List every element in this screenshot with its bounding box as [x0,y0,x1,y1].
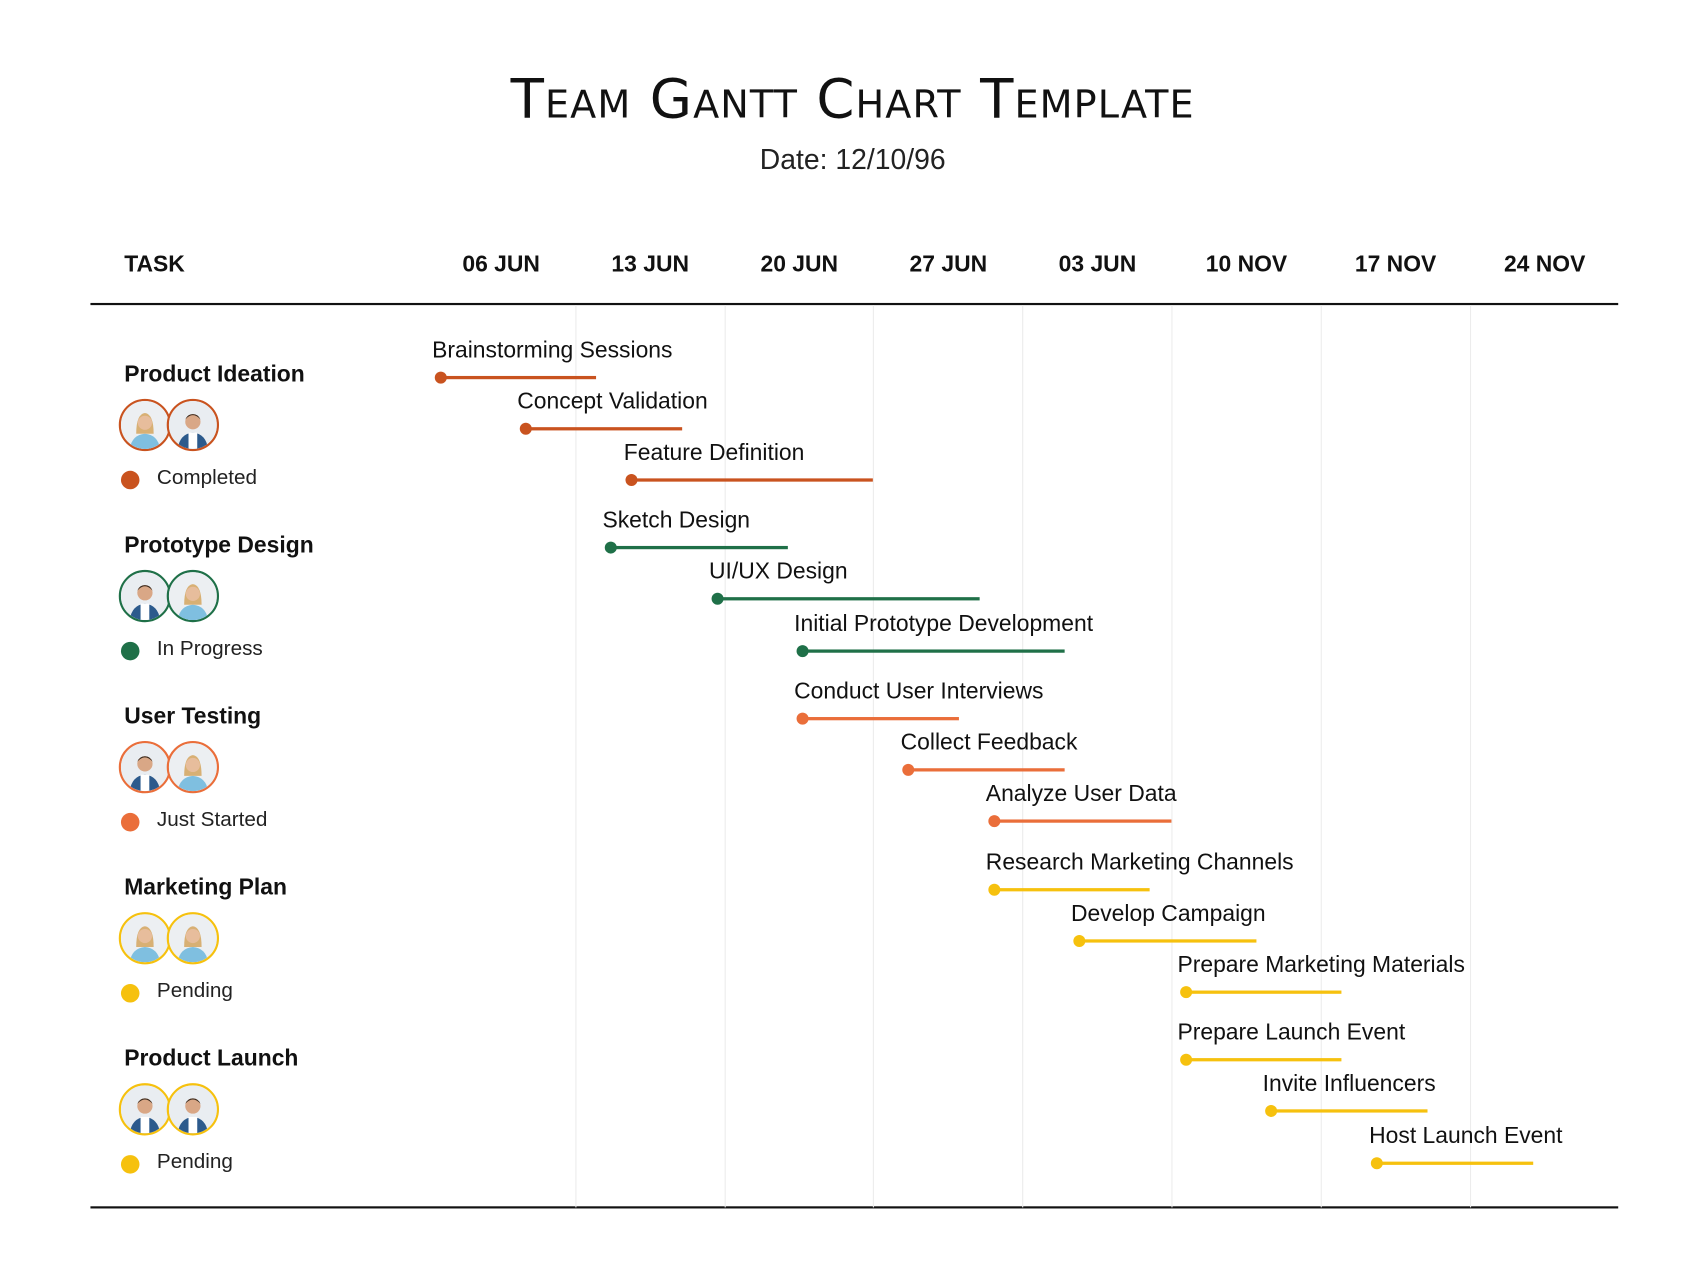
task-bar [610,545,789,550]
task-label: Prepare Marketing Materials [1177,952,1465,978]
man-avatar-icon [166,1083,220,1136]
task-label: Feature Definition [623,440,805,466]
task-bar [993,888,1151,892]
header-divider [90,302,1619,306]
woman-avatar-icon [166,912,220,965]
task-label: Concept Validation [517,389,708,415]
task-start-dot [987,883,1000,896]
man-avatar-icon [118,740,172,794]
task-start-dot [796,712,809,725]
status-dot-icon [120,983,140,1003]
status-dot-icon [120,641,140,661]
task-label: Brainstorming Sessions [432,337,673,363]
task-start-dot [1073,934,1086,947]
task-bar [1270,1109,1427,1113]
task-bar [801,717,959,721]
task-start-dot [796,645,809,658]
man-avatar-icon [118,1083,172,1136]
task-label: Initial Prototype Development [794,611,1094,637]
gridline [1171,305,1173,1208]
task-start-dot [902,763,915,776]
page-title: Team Gantt Chart Template [510,67,1195,131]
status-label: Pending [156,1150,233,1174]
column-header: 03 JUN [1058,251,1137,277]
column-header: 10 NOV [1205,251,1288,277]
gridline [1022,305,1024,1208]
task-bar [1185,1058,1342,1062]
task-bar [1376,1161,1534,1165]
column-header: 27 JUN [909,251,988,277]
task-bar [993,819,1172,823]
task-column-header: TASK [124,251,185,277]
woman-avatar-icon [166,740,220,794]
task-bar [524,427,682,431]
status-label: Just Started [156,808,268,832]
task-label: Invite Influencers [1262,1071,1436,1097]
task-start-dot [711,592,724,605]
woman-avatar-icon [166,569,220,623]
task-bar [908,768,1065,772]
gridline [1469,305,1471,1208]
task-bar [1185,990,1342,994]
column-header: 13 JUN [611,251,689,277]
group-name: Prototype Design [124,532,314,558]
woman-avatar-icon [118,398,172,452]
task-label: Research Marketing Channels [985,849,1294,876]
man-avatar-icon [118,569,172,623]
task-label: UI/UX Design [708,559,848,585]
status-label: Pending [156,979,233,1003]
gridline [873,305,875,1208]
status-label: Completed [156,466,258,490]
date-label: Date: 12/10/96 [759,142,946,176]
task-start-dot [604,541,617,554]
task-bar [1078,939,1257,943]
group-name: User Testing [124,703,262,730]
status-label: In Progress [156,637,263,661]
task-label: Develop Campaign [1070,901,1266,927]
task-label: Conduct User Interviews [794,678,1044,704]
column-header: 24 NOV [1503,251,1586,277]
status-dot-icon [120,1155,140,1174]
task-bar [716,597,980,601]
task-label: Host Launch Event [1369,1123,1563,1149]
task-start-dot [1371,1157,1384,1170]
status-dot-icon [120,812,140,832]
task-start-dot [1179,986,1192,999]
task-bar [631,478,874,482]
task-bar [439,375,597,380]
column-header: 06 JUN [462,251,540,277]
task-start-dot [519,422,532,435]
woman-avatar-icon [118,912,172,965]
group-name: Product Ideation [124,361,305,387]
group-name: Marketing Plan [124,875,287,901]
task-start-dot [1264,1104,1277,1117]
footer-divider [90,1206,1619,1209]
task-bar [801,649,1065,653]
task-start-dot [434,371,447,384]
task-label: Analyze User Data [985,781,1177,807]
task-label: Collect Feedback [900,730,1078,756]
task-start-dot [625,474,638,487]
task-label: Prepare Launch Event [1177,1019,1406,1046]
group-name: Product Launch [124,1046,299,1072]
task-start-dot [987,815,1000,828]
column-header: 17 NOV [1354,251,1437,277]
gridline [724,305,726,1208]
gridline [1320,305,1322,1208]
column-header: 20 JUN [760,251,839,277]
task-start-dot [1179,1053,1192,1066]
man-avatar-icon [166,398,220,452]
gridline [575,305,577,1208]
task-label: Sketch Design [602,507,751,533]
status-dot-icon [120,470,140,490]
